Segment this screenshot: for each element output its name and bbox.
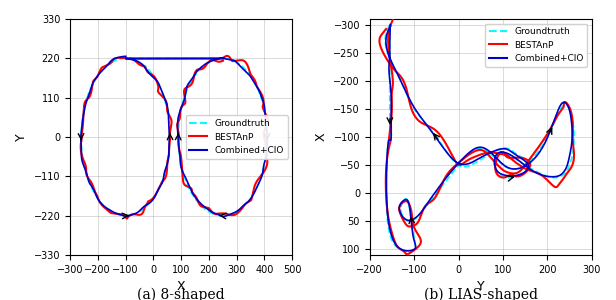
Line: Groundtruth: Groundtruth <box>385 25 574 251</box>
Line: Combined+CIO: Combined+CIO <box>386 25 572 251</box>
Groundtruth <box>405 249 412 253</box>
BESTAnP <box>383 27 390 31</box>
Combined+CIO <box>387 24 394 28</box>
BESTAnP <box>123 217 131 220</box>
Combined+CIO <box>407 210 414 213</box>
Combined+CIO <box>257 93 264 97</box>
Combined+CIO <box>220 56 227 59</box>
Groundtruth <box>407 212 414 215</box>
Groundtruth <box>122 56 129 60</box>
Groundtruth <box>175 148 182 152</box>
Line: Combined+CIO: Combined+CIO <box>81 56 267 216</box>
BESTAnP <box>264 120 272 123</box>
Groundtruth <box>214 213 221 217</box>
Combined+CIO <box>262 117 269 121</box>
Groundtruth <box>91 79 99 83</box>
X-axis label: X: X <box>177 280 185 293</box>
Line: BESTAnP: BESTAnP <box>379 18 574 254</box>
Y-axis label: X: X <box>315 133 328 141</box>
Combined+CIO <box>508 174 515 178</box>
Combined+CIO <box>404 249 411 253</box>
Groundtruth <box>263 148 270 152</box>
BESTAnP <box>408 210 415 214</box>
BESTAnP <box>501 169 509 173</box>
Title: (a) 8-shaped: (a) 8-shaped <box>137 287 225 300</box>
BESTAnP <box>389 16 397 20</box>
BESTAnP <box>569 163 577 166</box>
Groundtruth <box>121 214 129 217</box>
Combined+CIO <box>214 212 221 216</box>
BESTAnP <box>121 56 129 60</box>
Groundtruth <box>386 23 394 26</box>
Title: (b) LIAS-shaped: (b) LIAS-shaped <box>424 287 538 300</box>
X-axis label: Y: Y <box>477 280 485 293</box>
Line: BESTAnP: BESTAnP <box>81 56 268 219</box>
Combined+CIO <box>176 148 183 152</box>
Groundtruth <box>386 23 394 26</box>
Combined+CIO <box>220 214 227 218</box>
Combined+CIO <box>263 148 270 152</box>
Combined+CIO <box>91 79 98 83</box>
Groundtruth <box>219 56 226 60</box>
BESTAnP <box>519 166 527 169</box>
Combined+CIO <box>520 162 527 166</box>
Groundtruth <box>388 239 395 242</box>
Legend: Groundtruth, BESTAnP, Combined+CIO: Groundtruth, BESTAnP, Combined+CIO <box>185 116 288 159</box>
Groundtruth <box>262 118 270 122</box>
Combined+CIO <box>565 157 572 161</box>
Combined+CIO <box>502 165 509 168</box>
Combined+CIO <box>390 238 397 242</box>
BESTAnP <box>508 173 516 177</box>
BESTAnP <box>223 54 230 58</box>
Groundtruth <box>508 176 516 180</box>
Groundtruth <box>519 161 526 165</box>
Combined+CIO <box>387 23 394 26</box>
BESTAnP <box>263 148 270 152</box>
BESTAnP <box>176 147 183 151</box>
Groundtruth <box>257 94 264 98</box>
Groundtruth <box>567 159 575 163</box>
Groundtruth <box>501 164 508 168</box>
BESTAnP <box>219 59 227 63</box>
Line: Groundtruth: Groundtruth <box>81 58 267 216</box>
Legend: Groundtruth, BESTAnP, Combined+CIO: Groundtruth, BESTAnP, Combined+CIO <box>485 23 587 67</box>
Combined+CIO <box>122 55 129 58</box>
BESTAnP <box>403 253 411 256</box>
BESTAnP <box>92 77 99 80</box>
BESTAnP <box>213 212 220 216</box>
BESTAnP <box>259 95 266 98</box>
Y-axis label: Y: Y <box>15 133 28 141</box>
BESTAnP <box>389 236 397 239</box>
